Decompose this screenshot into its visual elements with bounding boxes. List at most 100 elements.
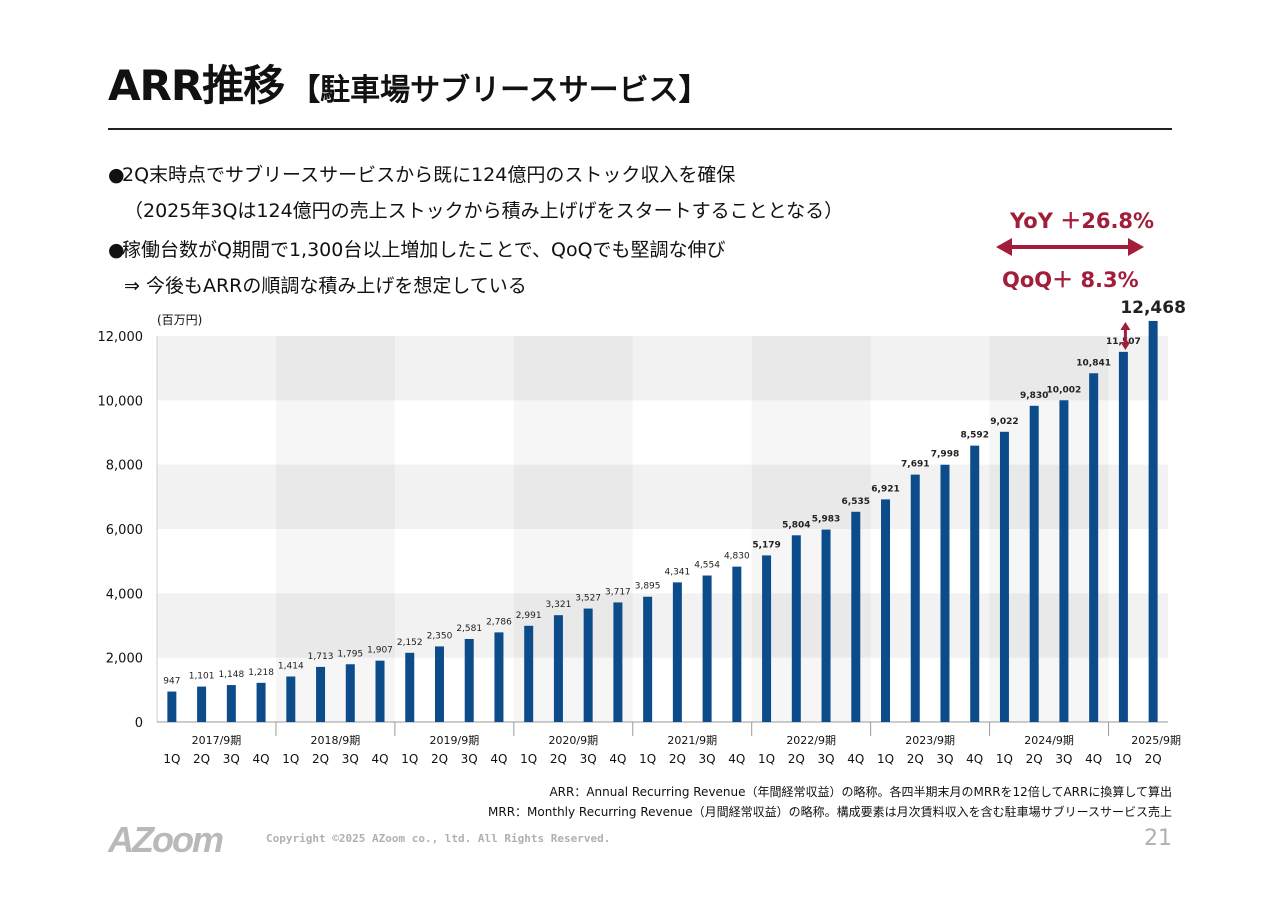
note-mrr: MRR：Monthly Recurring Revenue（月間経常収益）の略称… (488, 805, 1172, 819)
x-tick-label: 3Q (580, 752, 597, 766)
data-label: 5,179 (752, 540, 780, 550)
x-tick-label: 4Q (847, 752, 864, 766)
bar (851, 511, 861, 722)
fiscal-year-label: 2024/9期 (1024, 734, 1074, 747)
x-tick-label: 3Q (1055, 752, 1072, 766)
bar (821, 529, 831, 722)
title-subtitle: 【駐車場サブリースサービス】 (290, 73, 709, 108)
bar (762, 555, 772, 722)
data-label: 10,841 (1076, 358, 1111, 368)
y-unit-label: (百万円) (157, 313, 202, 327)
data-label: 1,795 (337, 649, 363, 659)
data-label: 5,804 (782, 520, 810, 530)
qoq-callout: QoQ＋ 8.3% (1002, 268, 1139, 292)
y-tick-label: 12,000 (98, 330, 144, 345)
bar (434, 646, 444, 722)
svg-text:AZoom: AZoom (108, 820, 223, 860)
bullet-1-line-2: （2025年3Qは124億円の売上ストックから積み上げげをスタートすることとなる… (124, 200, 844, 222)
bar (553, 615, 563, 722)
x-tick-label: 2Q (193, 752, 210, 766)
data-label: 4,341 (664, 567, 690, 577)
bar (1148, 320, 1158, 722)
x-tick-label: 4Q (1085, 752, 1102, 766)
x-tick-label: 2Q (669, 752, 686, 766)
page-title: ARR推移 【駐車場サブリースサービス】 (108, 52, 709, 113)
x-tick-label: 1Q (758, 752, 775, 766)
bar (316, 666, 326, 722)
x-tick-label: 2Q (907, 752, 924, 766)
x-tick-label: 3Q (936, 752, 953, 766)
bar (583, 608, 593, 722)
data-label: 8,592 (960, 431, 988, 441)
bar (672, 582, 682, 722)
bar (910, 474, 920, 722)
bar (524, 625, 534, 722)
y-tick-label: 4,000 (106, 587, 143, 602)
bar (643, 596, 653, 722)
bar (1059, 400, 1069, 722)
bar (197, 686, 207, 722)
bar (167, 691, 177, 722)
fiscal-year-label: 2017/9期 (192, 734, 242, 747)
bar (345, 664, 355, 722)
y-tick-label: 2,000 (106, 652, 143, 667)
data-label: 4,830 (724, 552, 750, 562)
data-label: 2,786 (486, 617, 512, 627)
fiscal-year-label: 2022/9期 (786, 734, 836, 747)
x-tick-label: 4Q (609, 752, 626, 766)
bar (732, 566, 742, 722)
data-label: 7,998 (931, 450, 959, 460)
x-tick-label: 3Q (461, 752, 478, 766)
x-tick-label: 2Q (312, 752, 329, 766)
bar (494, 632, 504, 722)
bar (226, 685, 236, 722)
qoq-arrow-head-down (1120, 342, 1131, 350)
y-tick-label: 6,000 (106, 523, 143, 538)
fiscal-year-label: 2021/9期 (667, 734, 717, 747)
yoy-arrow-head-right (1128, 238, 1144, 256)
bar (940, 464, 950, 722)
x-tick-label: 1Q (163, 752, 180, 766)
fiscal-year-label: 2018/9期 (311, 734, 361, 747)
data-label: 1,218 (248, 668, 274, 678)
data-label: 3,321 (546, 600, 572, 610)
bar (1029, 405, 1039, 722)
azoom-logo: AZoom (107, 819, 248, 864)
fiscal-year-label: 2020/9期 (548, 734, 598, 747)
bar (464, 638, 474, 722)
grid-band (157, 593, 1168, 658)
y-tick-label: 10,000 (98, 394, 144, 409)
qoq-arrow-head-up (1120, 322, 1131, 330)
x-tick-label: 1Q (520, 752, 537, 766)
x-tick-label: 1Q (282, 752, 299, 766)
fiscal-year-label: 2025/9期 (1131, 734, 1181, 747)
x-tick-label: 1Q (401, 752, 418, 766)
data-label: 1,907 (367, 646, 393, 656)
data-label: 7,691 (901, 460, 929, 470)
data-label: 3,895 (635, 582, 661, 592)
bar (405, 652, 415, 722)
data-label: 6,535 (842, 497, 870, 507)
copyright: Copyright ©2025 AZoom co., ltd. All Righ… (266, 832, 611, 845)
data-label: 12,468 (1120, 298, 1186, 318)
fiscal-year-label: 2023/9期 (905, 734, 955, 747)
x-tick-label: 2Q (1145, 752, 1162, 766)
data-label: 947 (163, 677, 180, 687)
note-arr: ARR：Annual Recurring Revenue（年間経常収益）の略称。… (549, 785, 1172, 799)
yoy-arrow-head-left (996, 238, 1012, 256)
title-main: ARR推移 (108, 61, 285, 110)
data-label: 3,717 (605, 587, 631, 597)
data-label: 1,713 (308, 652, 334, 662)
bullet-2-line-1: ●稼働台数がQ期間で1,300台以上増加したことで、QoQでも堅調な伸び (108, 239, 726, 261)
bar (1118, 351, 1128, 722)
data-label: 5,983 (812, 515, 840, 525)
data-label: 11,507 (1106, 337, 1141, 347)
data-label: 10,002 (1047, 385, 1082, 395)
yoy-callout: YoY ＋26.8% (1010, 209, 1155, 233)
x-tick-label: 2Q (550, 752, 567, 766)
grid-band (157, 464, 1168, 529)
bar (702, 575, 712, 722)
bar (613, 602, 623, 722)
page-number: 21 (1144, 826, 1172, 851)
